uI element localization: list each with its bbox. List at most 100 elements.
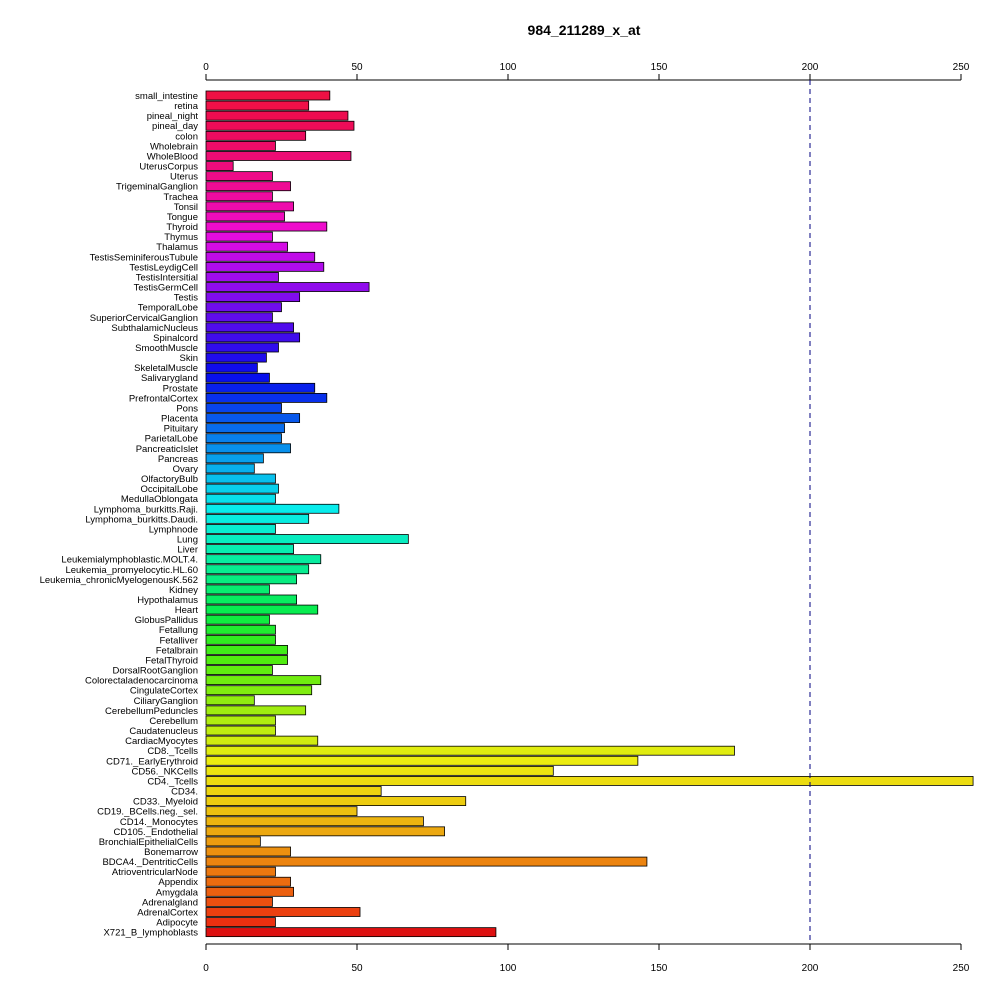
category-label: Adipocyte (156, 918, 198, 929)
category-label: CingulateCortex (130, 686, 198, 697)
category-label: CD19._BCells.neg._sel. (97, 807, 198, 818)
bar-TemporalLobe (205, 302, 282, 313)
category-label: Tonsil (174, 202, 198, 213)
category-label: TestisLeydigCell (129, 262, 198, 273)
category-label: Prostate (163, 383, 198, 394)
category-label: Caudatenucleus (129, 726, 198, 737)
bar-Fetalbrain (205, 645, 288, 655)
bar-DorsalRootGanglion (205, 665, 273, 675)
category-label: TestisSeminiferousTubule (90, 252, 198, 263)
category-label: AtrioventricularNode (112, 867, 198, 878)
bar-CardiacMyocytes (205, 735, 319, 746)
bar-pineal_day (205, 120, 355, 131)
category-label: Fetalliver (159, 635, 198, 646)
bar-Leukemia_chronicMyelogenousK.562 (205, 574, 297, 585)
category-label: TemporalLobe (138, 303, 198, 314)
category-label: SkeletalMuscle (134, 363, 198, 374)
bar-OlfactoryBulb (205, 473, 276, 484)
bar-GlobusPallidus (205, 614, 270, 625)
bar-UterusCorpus (205, 161, 234, 171)
category-label: Thymus (164, 232, 198, 243)
category-label: Ovary (173, 464, 199, 475)
bar-CD4._Tcells (205, 776, 974, 786)
bar-BDCA4._DentriticCells (205, 856, 648, 867)
bar-Adipocyte (205, 917, 276, 927)
category-label: CD14._Monocytes (120, 817, 198, 828)
bar-CiliaryGanglion (205, 695, 255, 706)
category-label: PancreaticIslet (136, 444, 199, 455)
category-label: CD8._Tcells (147, 746, 198, 757)
x-tick-label-bottom: 150 (651, 963, 668, 974)
category-label: CD56._NKCells (131, 766, 198, 777)
bar-TestisGermCell (205, 282, 370, 292)
bar-Pituitary (205, 423, 285, 434)
category-label: Lymphnode (149, 524, 198, 535)
bar-CD19._BCells.neg._sel. (205, 806, 358, 817)
category-label: Pancreas (158, 454, 198, 465)
bar-Fetallung (205, 624, 276, 635)
bars (205, 90, 974, 938)
bar-CerebellumPeduncles (205, 705, 307, 716)
category-label: BronchialEpithelialCells (99, 837, 199, 848)
bar-SuperiorCervicalGanglion (205, 312, 273, 323)
bar-SkeletalMuscle (205, 362, 258, 373)
category-label: Trachea (164, 192, 199, 203)
bar-TestisLeydigCell (205, 261, 325, 272)
x-tick-label-top: 50 (351, 62, 363, 73)
category-label: Fetallung (159, 625, 198, 636)
bar-CD34. (205, 786, 382, 796)
bar-TestisIntersitial (205, 272, 279, 282)
category-label: Kidney (169, 585, 198, 596)
bar-Amygdala (205, 886, 294, 897)
category-label: TestisIntersitial (136, 272, 198, 283)
category-label: retina (174, 101, 198, 112)
category-label: Lung (177, 535, 198, 546)
category-label: Pituitary (164, 424, 199, 435)
category-label: Cerebellum (149, 716, 198, 727)
category-label: Hypothalamus (137, 595, 198, 606)
bar-Lung (205, 534, 409, 544)
bar-Thyroid (205, 221, 328, 232)
x-tick-label-top: 100 (500, 62, 517, 73)
bar-Liver (205, 544, 294, 554)
category-label: Amygdala (156, 887, 199, 898)
bar-Pons (205, 403, 282, 413)
category-label: TestisGermCell (134, 283, 198, 294)
category-label: Testis (174, 293, 199, 304)
category-label: Lymphoma_burkitts.Daudi. (85, 514, 198, 525)
bar-MedullaOblongata (205, 493, 276, 504)
bar-Salivarygland (205, 372, 270, 383)
bar-Uterus (205, 171, 273, 182)
category-label: Leukemialymphoblastic.MOLT.4. (61, 555, 198, 566)
bar-small_intestine (205, 90, 331, 101)
category-label: BDCA4._DentriticCells (102, 857, 198, 868)
bar-Kidney (205, 584, 270, 595)
category-label: Leukemia_promyelocytic.HL.60 (65, 565, 198, 576)
category-label: Salivarygland (141, 373, 198, 384)
category-label: Tongue (167, 212, 198, 223)
x-tick-label-bottom: 50 (351, 963, 363, 974)
bar-Ovary (205, 463, 255, 474)
bar-Skin (205, 352, 267, 363)
category-label: GlobusPallidus (135, 615, 199, 626)
category-label: AdrenalCortex (137, 907, 198, 918)
bar-retina (205, 100, 310, 111)
category-label: SubthalamicNucleus (111, 323, 198, 334)
bar-PrefrontalCortex (205, 392, 328, 403)
bar-Tonsil (205, 201, 294, 212)
category-label: Heart (175, 605, 199, 616)
x-tick-label-top: 250 (953, 62, 970, 73)
bar-Testis (205, 292, 301, 303)
category-label: PrefrontalCortex (129, 393, 198, 404)
category-label: CD34. (171, 787, 198, 798)
bar-Lymphoma_burkitts.Raji. (205, 503, 340, 514)
category-label: SmoothMuscle (135, 343, 198, 354)
category-label: DorsalRootGanglion (112, 666, 198, 677)
bar-Bonemarrow (205, 846, 291, 857)
bar-Fetalliver (205, 634, 276, 645)
bar-Leukemialymphoblastic.MOLT.4. (205, 554, 322, 565)
bar-Lymphnode (205, 524, 276, 534)
category-labels: small_intestineretinapineal_nightpineal_… (40, 91, 199, 939)
bar-FetalThyroid (205, 655, 288, 665)
bar-Prostate (205, 382, 316, 393)
